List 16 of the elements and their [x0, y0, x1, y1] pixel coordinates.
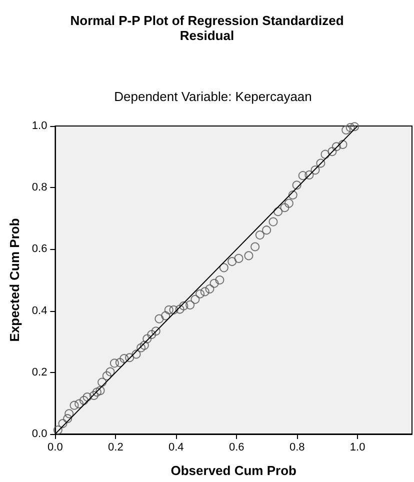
y-tick-label: 0.2 [32, 366, 48, 378]
chart-subtitle: Dependent Variable: Kepercayaan [114, 89, 312, 104]
y-axis-title: Expected Cum Prob [7, 218, 22, 342]
y-tick-label: 0.6 [32, 243, 48, 256]
x-tick-label: 0.4 [168, 442, 184, 454]
x-tick-label: 1.0 [350, 442, 366, 454]
y-tick-label: 0.4 [32, 304, 48, 317]
chart-title: Normal P-P Plot of Regression Standardized Residual [70, 13, 344, 43]
x-axis-title: Observed Cum Prob [170, 463, 296, 478]
x-tick-label: 0.8 [289, 442, 305, 454]
y-tick-label: 1.0 [32, 120, 48, 132]
y-tick-label: 0.0 [32, 428, 48, 440]
y-tick-label: 0.8 [32, 182, 48, 194]
x-tick-label: 0.0 [48, 442, 63, 454]
x-tick-label: 0.6 [228, 442, 244, 454]
x-tick-label: 0.2 [108, 442, 124, 454]
